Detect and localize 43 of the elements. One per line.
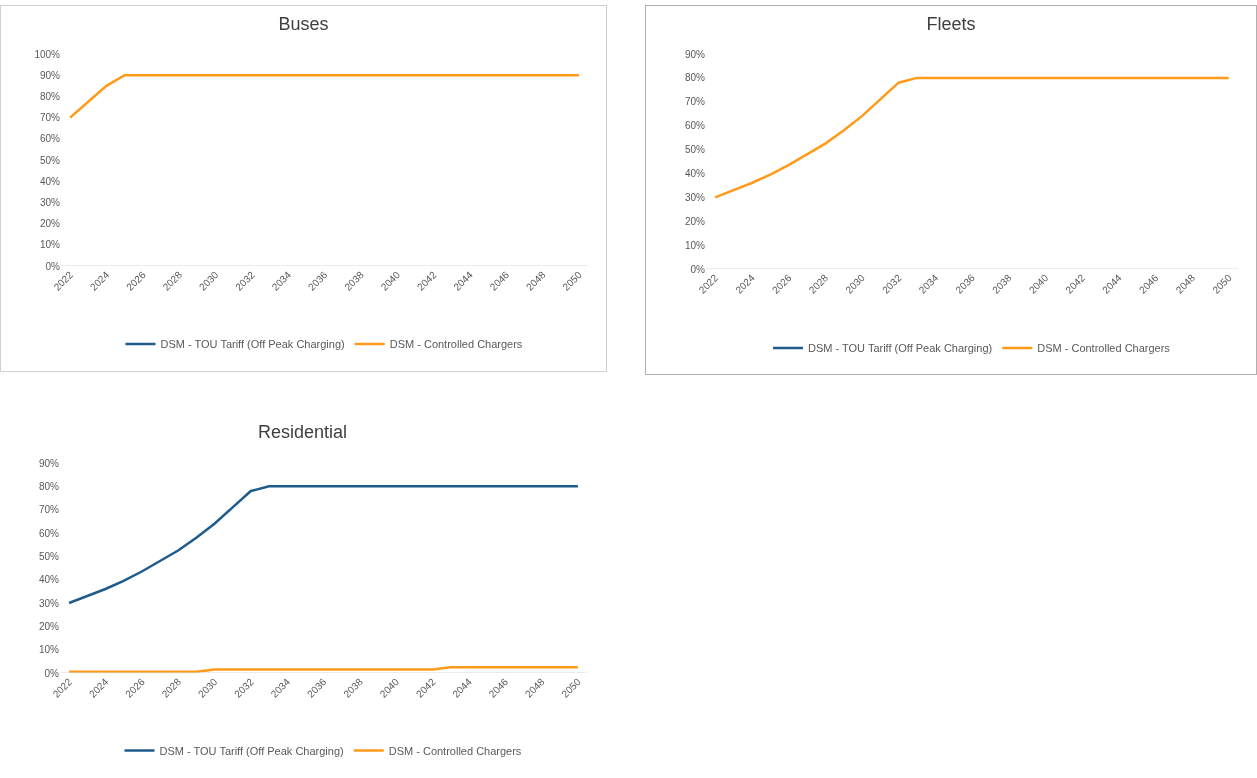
legend-label: DSM - Controlled Chargers — [389, 338, 523, 351]
y-tick-label: 70% — [38, 504, 60, 516]
chart-title: Fleets — [926, 13, 976, 34]
y-tick-label: 0% — [44, 667, 60, 679]
y-tick-label: 50% — [38, 550, 60, 562]
y-tick-label: 50% — [39, 154, 61, 166]
y-tick-label: 80% — [684, 72, 706, 84]
legend-label: DSM - Controlled Chargers — [1037, 342, 1171, 355]
y-tick-label: 100% — [34, 48, 61, 60]
chart-title: Buses — [278, 13, 329, 34]
y-tick-label: 10% — [684, 239, 706, 251]
y-tick-label: 30% — [684, 191, 706, 203]
y-tick-label: 30% — [39, 196, 61, 208]
y-tick-label: 90% — [684, 48, 706, 60]
chart-title: Residential — [257, 422, 348, 443]
y-tick-label: 60% — [684, 120, 706, 132]
line-series — [67, 485, 580, 605]
y-tick-label: 10% — [39, 239, 61, 251]
y-tick-label: 70% — [684, 96, 706, 108]
y-tick-label: 20% — [38, 620, 60, 632]
y-tick-label: 60% — [39, 133, 61, 145]
line-series — [68, 73, 581, 119]
legend-label: DSM - TOU Tariff (Off Peak Charging) — [808, 342, 993, 355]
y-tick-label: 90% — [38, 457, 60, 469]
y-tick-label: 20% — [684, 215, 706, 227]
y-tick-label: 10% — [38, 644, 60, 656]
legend-label: DSM - TOU Tariff (Off Peak Charging) — [160, 338, 345, 351]
y-tick-label: 40% — [39, 175, 61, 187]
y-tick-label: 40% — [684, 167, 706, 179]
y-tick-label: 0% — [45, 260, 61, 272]
y-tick-label: 0% — [690, 263, 706, 275]
legend-label: DSM - TOU Tariff (Off Peak Charging) — [159, 744, 344, 757]
line-series — [713, 76, 1231, 199]
y-tick-label: 40% — [38, 574, 60, 586]
y-tick-label: 80% — [38, 480, 60, 492]
y-tick-label: 30% — [38, 597, 60, 609]
y-tick-label: 50% — [684, 144, 706, 156]
y-tick-label: 90% — [39, 69, 61, 81]
y-tick-label: 60% — [38, 527, 60, 539]
legend-label: DSM - Controlled Chargers — [388, 744, 522, 757]
y-tick-label: 70% — [39, 112, 61, 124]
y-tick-label: 20% — [39, 218, 61, 230]
y-tick-label: 80% — [39, 90, 61, 102]
